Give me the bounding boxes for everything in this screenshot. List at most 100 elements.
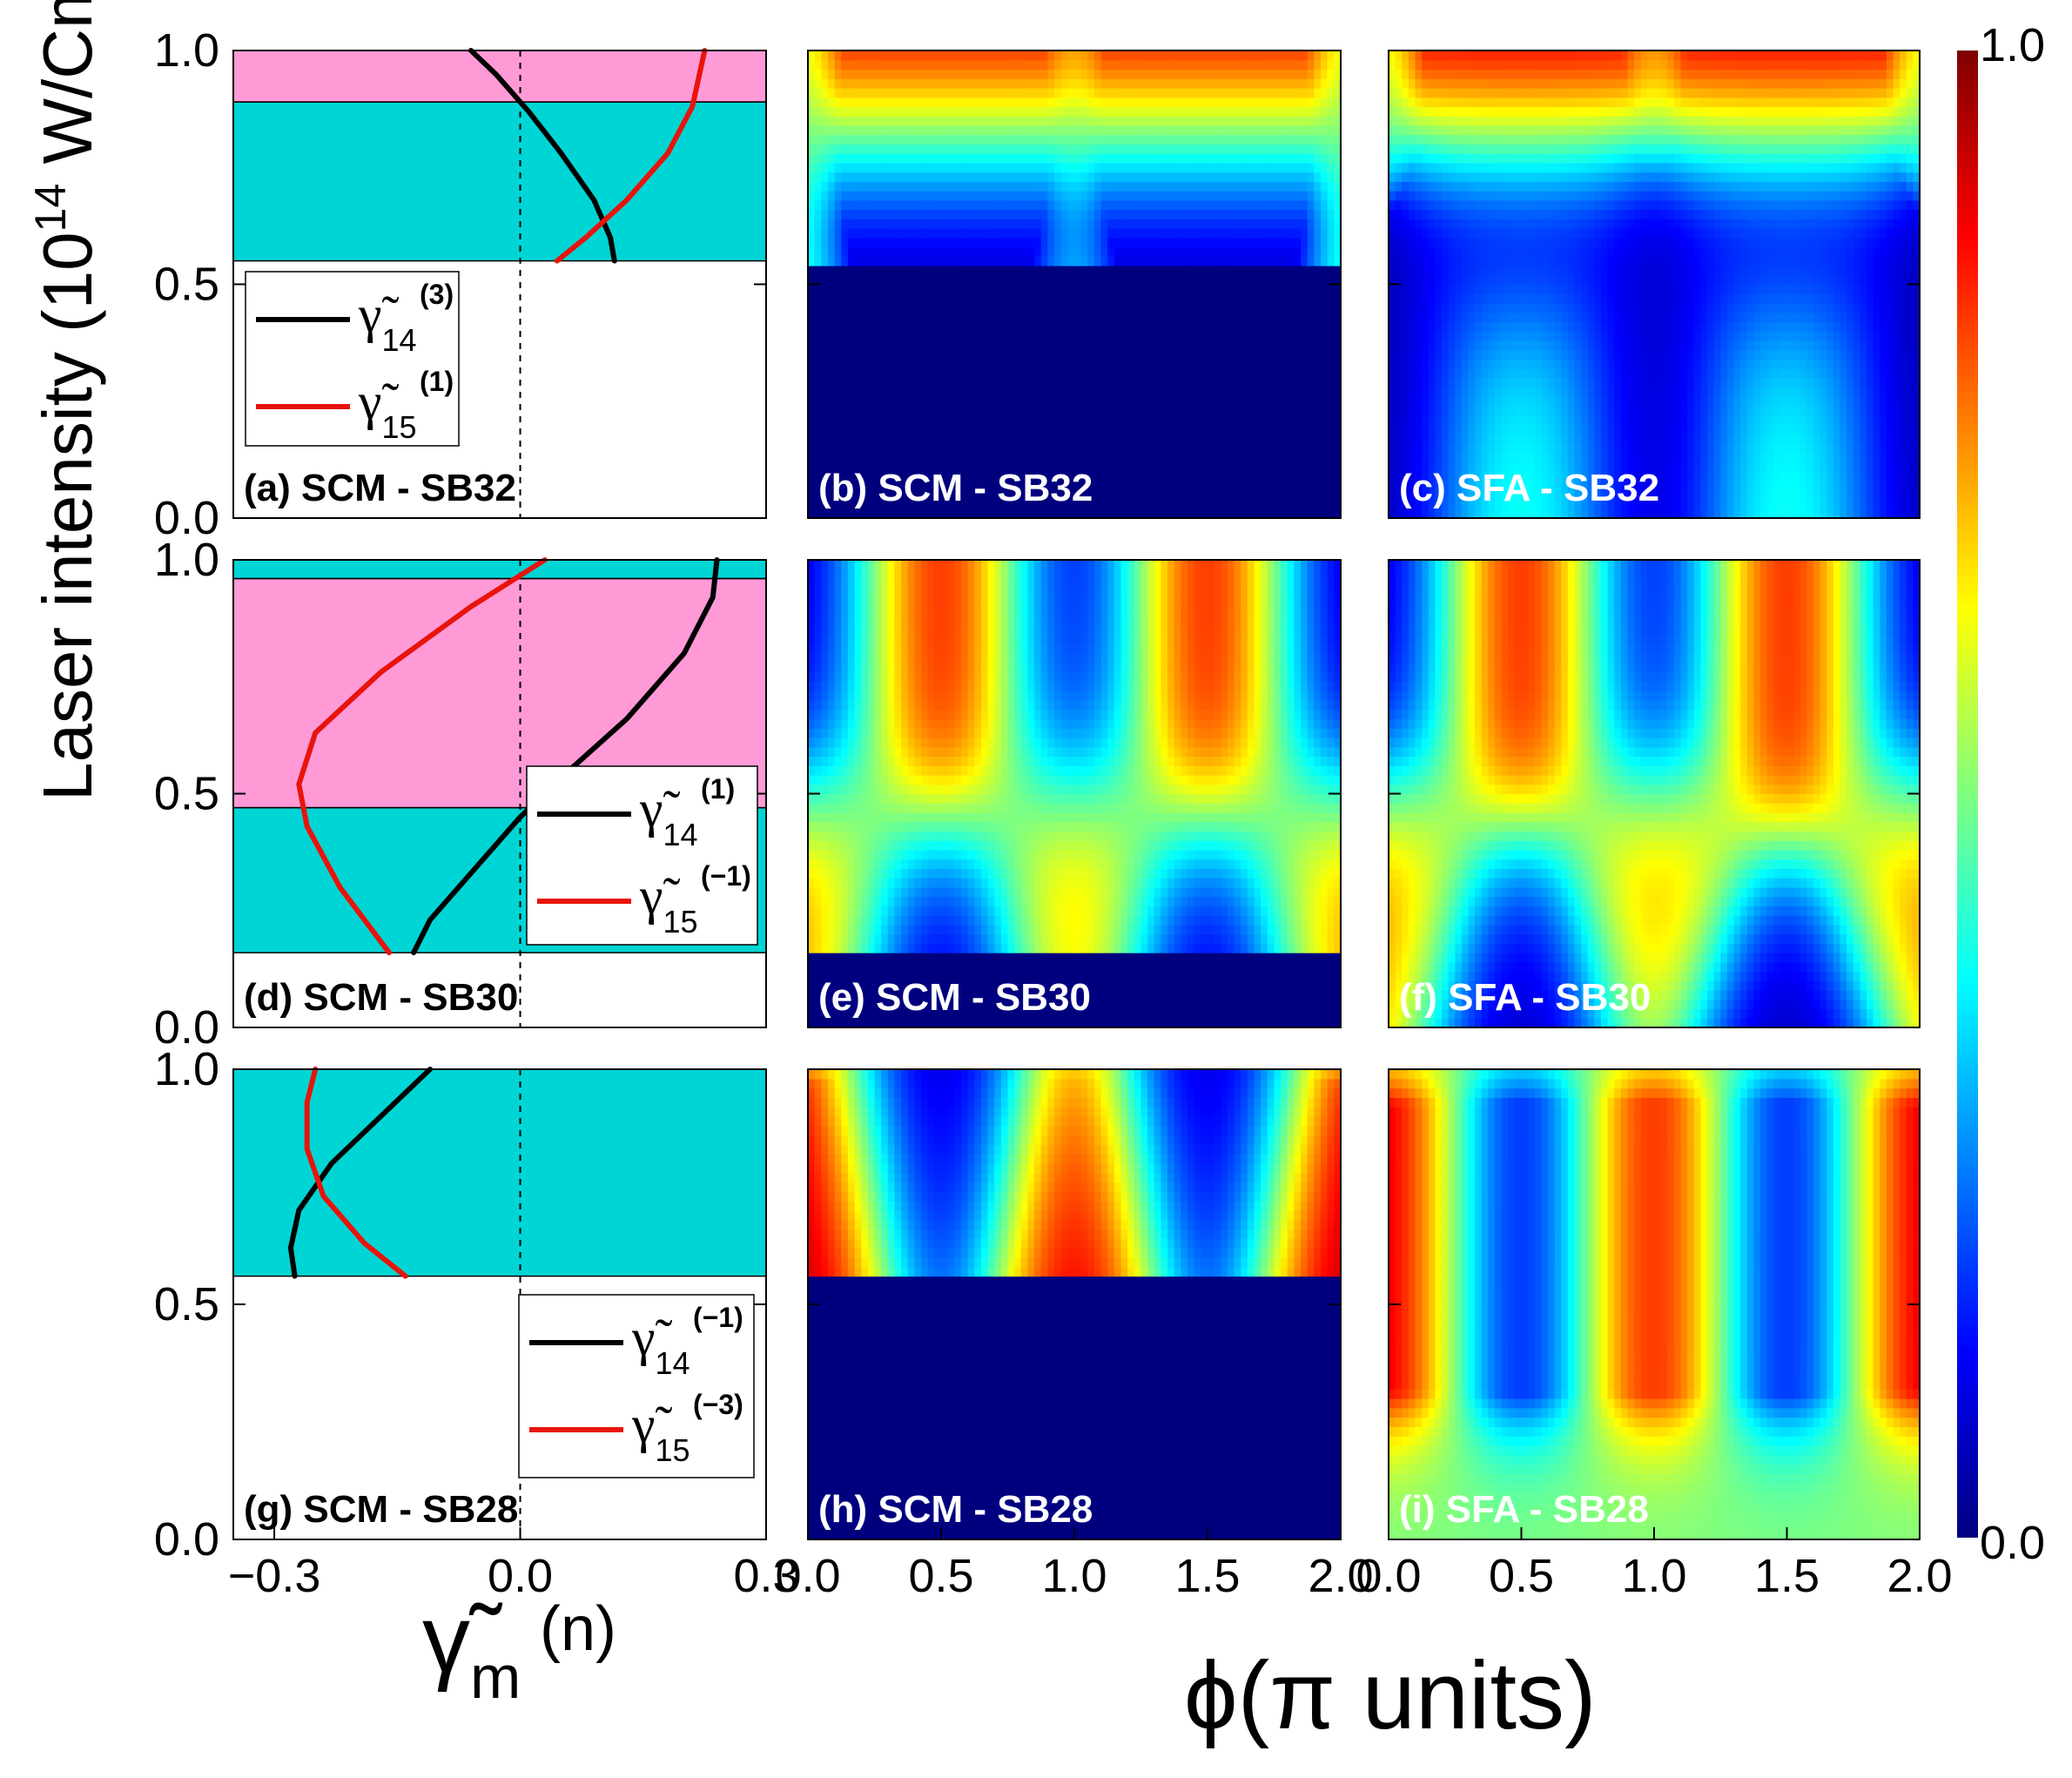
heatmap-cell bbox=[1147, 340, 1155, 351]
heatmap-cell bbox=[827, 219, 836, 229]
heatmap-cell bbox=[1448, 134, 1456, 145]
heatmap-cell bbox=[1261, 228, 1268, 239]
heatmap-cell bbox=[954, 508, 962, 519]
heatmap-cell bbox=[1488, 349, 1496, 360]
heatmap-cell bbox=[941, 59, 949, 71]
heatmap-cell bbox=[1468, 134, 1476, 145]
heatmap-cell bbox=[841, 59, 849, 71]
heatmap-cell bbox=[907, 424, 915, 434]
heatmap-cell bbox=[821, 340, 829, 351]
heatmap-cell bbox=[1495, 396, 1503, 407]
heatmap-cell bbox=[994, 106, 1002, 117]
heatmap-cell bbox=[980, 396, 989, 407]
heatmap-cell bbox=[881, 406, 889, 416]
heatmap-cell bbox=[1475, 162, 1483, 173]
heatmap-cell bbox=[1468, 181, 1476, 192]
heatmap-cell bbox=[1488, 406, 1496, 416]
heatmap-cell bbox=[1254, 191, 1261, 201]
heatmap-cell bbox=[1488, 125, 1496, 136]
heatmap-cell bbox=[1154, 481, 1162, 491]
heatmap-cell bbox=[1000, 359, 1009, 369]
heatmap-cell bbox=[1422, 59, 1430, 71]
heatmap-cell bbox=[1181, 312, 1188, 323]
heatmap-cell bbox=[1160, 246, 1168, 257]
heatmap-cell bbox=[1301, 199, 1308, 211]
heatmap-cell bbox=[1254, 387, 1261, 397]
heatmap-cell bbox=[1307, 266, 1315, 276]
heatmap-cell bbox=[1080, 51, 1088, 61]
heatmap-cell bbox=[821, 134, 829, 145]
heatmap-cell bbox=[861, 340, 869, 351]
heatmap-cell bbox=[1247, 349, 1255, 360]
heatmap-cell bbox=[881, 162, 889, 173]
heatmap-cell bbox=[874, 340, 882, 351]
heatmap-cell bbox=[1247, 162, 1255, 173]
heatmap-cell bbox=[1181, 396, 1188, 407]
heatmap-cell bbox=[1422, 87, 1430, 98]
heatmap-cell bbox=[1274, 116, 1282, 126]
heatmap-cell bbox=[1247, 237, 1255, 248]
heatmap-cell bbox=[1488, 219, 1496, 229]
heatmap-cell bbox=[914, 116, 922, 126]
heatmap-cell bbox=[994, 78, 1002, 89]
heatmap-cell bbox=[1181, 246, 1188, 257]
panel-c: (c) SFA - SB32 bbox=[1388, 50, 1921, 519]
heatmap-cell bbox=[1047, 312, 1055, 323]
heatmap-cell bbox=[1214, 499, 1221, 509]
heatmap-cell bbox=[1127, 414, 1135, 426]
heatmap-cell bbox=[1074, 312, 1082, 323]
heatmap-cell bbox=[867, 284, 876, 294]
heatmap-cell bbox=[1147, 387, 1155, 397]
heatmap-cell bbox=[1221, 293, 1228, 304]
heatmap-cell bbox=[1194, 499, 1201, 509]
heatmap-cell bbox=[914, 489, 922, 501]
heatmap-cell bbox=[1334, 340, 1342, 351]
heatmap-cell bbox=[1087, 284, 1095, 294]
heatmap-cell bbox=[987, 266, 995, 276]
heatmap-cell bbox=[1160, 199, 1168, 211]
heatmap-cell bbox=[1201, 87, 1208, 98]
heatmap-cell bbox=[1007, 69, 1015, 79]
heatmap-cell bbox=[1160, 191, 1168, 201]
heatmap-cell bbox=[1080, 414, 1088, 426]
heatmap-cell bbox=[1254, 461, 1261, 472]
heatmap-cell bbox=[874, 452, 882, 463]
heatmap-cell bbox=[881, 228, 889, 239]
heatmap-cell bbox=[1174, 106, 1181, 117]
heatmap-cell bbox=[847, 172, 856, 182]
heatmap-cell bbox=[1134, 134, 1142, 145]
heatmap-cell bbox=[1167, 414, 1175, 426]
heatmap-cell bbox=[1428, 144, 1436, 154]
heatmap-cell bbox=[941, 312, 949, 323]
heatmap-cell bbox=[1247, 443, 1255, 454]
heatmap-cell bbox=[994, 461, 1002, 472]
heatmap-cell bbox=[927, 368, 935, 379]
heatmap-cell bbox=[1234, 181, 1241, 192]
heatmap-cell bbox=[907, 134, 915, 145]
heatmap-cell bbox=[1227, 368, 1235, 379]
heatmap-cell bbox=[1461, 508, 1470, 519]
heatmap-cell bbox=[921, 97, 929, 108]
heatmap-cell bbox=[1074, 321, 1082, 332]
heatmap-cell bbox=[894, 237, 902, 248]
heatmap-cell bbox=[954, 162, 962, 173]
heatmap-cell bbox=[974, 424, 982, 434]
heatmap-cell bbox=[1314, 69, 1322, 79]
heatmap-cell bbox=[1495, 162, 1503, 173]
heatmap-cell bbox=[974, 59, 982, 71]
heatmap-cell bbox=[1227, 106, 1235, 117]
heatmap-cell bbox=[1227, 162, 1235, 173]
heatmap-cell bbox=[1107, 359, 1115, 369]
heatmap-cell bbox=[1080, 228, 1088, 239]
heatmap-cell bbox=[1468, 302, 1476, 313]
heatmap-cell bbox=[1281, 144, 1288, 154]
heatmap-cell bbox=[861, 349, 869, 360]
heatmap-cell bbox=[1241, 396, 1248, 407]
heatmap-cell bbox=[1448, 51, 1456, 61]
heatmap-cell bbox=[1027, 172, 1035, 182]
heatmap-cell bbox=[1087, 246, 1095, 257]
heatmap-cell bbox=[1067, 340, 1075, 351]
heatmap-cell bbox=[1100, 452, 1108, 463]
heatmap-cell bbox=[1054, 489, 1062, 501]
heatmap-cell bbox=[1287, 461, 1295, 472]
